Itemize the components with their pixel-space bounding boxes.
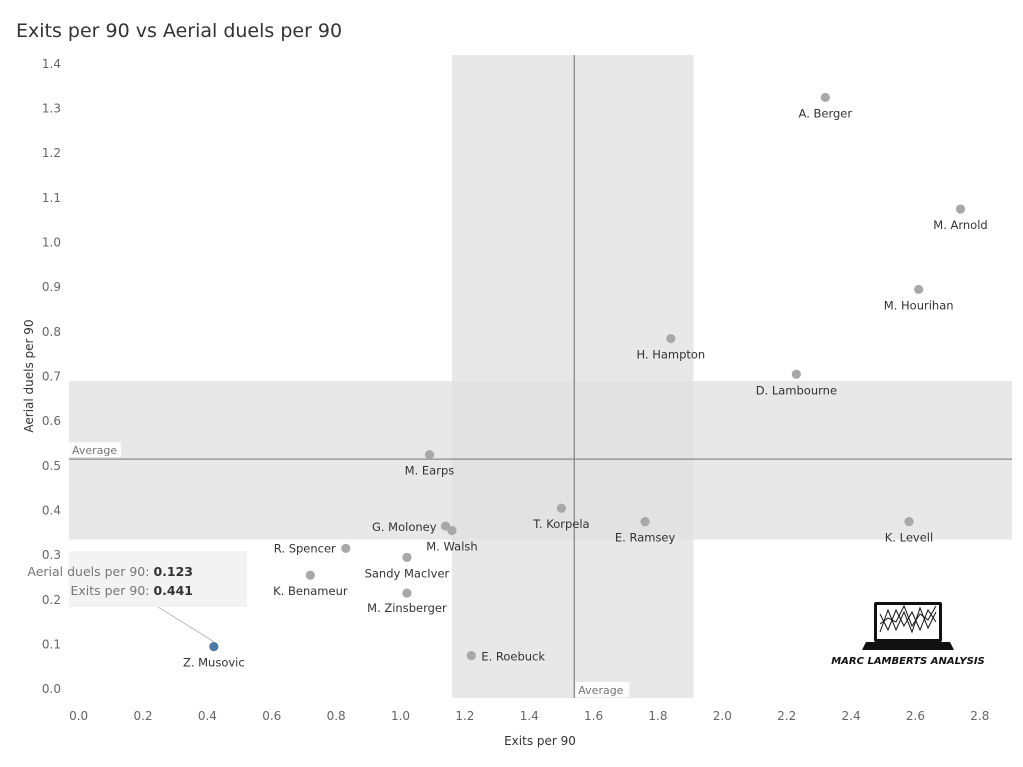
- point-m-zinsberger[interactable]: [402, 588, 412, 598]
- x-tick-label: 1.4: [520, 709, 539, 723]
- y-tick-label: 1.4: [42, 57, 61, 71]
- point-label-m-arnold: M. Arnold: [933, 218, 987, 232]
- point-z-musovic[interactable]: [209, 642, 219, 652]
- point-m-hourihan[interactable]: [914, 284, 924, 295]
- point-label-g-moloney: G. Moloney: [372, 520, 437, 534]
- y-axis-ticks: 0.0 0.1 0.2 0.3 0.4 0.5 0.6 0.7 0.8 0.9 1.0 1.1 1.2 1…: [42, 57, 61, 696]
- x-tick-label: 1.0: [391, 709, 410, 723]
- y-tick-label: 0.4: [42, 503, 61, 517]
- point-label-e-roebuck: E. Roebuck: [481, 650, 545, 664]
- point-label-m-walsh: M. Walsh: [426, 540, 477, 554]
- y-average-band: [69, 380, 1012, 540]
- x-tick-label: 0.0: [69, 709, 88, 723]
- point-label-sandy-maciver: Sandy MacIver: [365, 566, 450, 580]
- point-label-a-berger: A. Berger: [799, 106, 853, 120]
- point-label-d-lambourne: D. Lambourne: [756, 383, 837, 397]
- point-t-korpela[interactable]: [556, 503, 567, 513]
- x-axis-title: Exits per 90: [504, 734, 576, 748]
- marc-lamberts-logo: MARC LAMBERTS ANALYSIS: [831, 602, 985, 667]
- y-tick-label: 0.2: [42, 593, 61, 607]
- average-bands: [69, 55, 1012, 698]
- y-tick-label: 0.1: [42, 637, 61, 651]
- point-e-ramsey[interactable]: [640, 517, 650, 527]
- y-tick-label: 1.1: [42, 191, 61, 205]
- x-axis-ticks: 0.0 0.2 0.4 0.6 0.8 1.0 1.2 1.4 1.6 1.8 2.0 2.2 2.4 2…: [69, 709, 989, 723]
- point-h-hampton[interactable]: [666, 333, 676, 344]
- y-tick-label: 1.3: [42, 102, 61, 116]
- x-tick-label: 0.8: [327, 709, 346, 723]
- x-tick-label: 2.4: [842, 709, 861, 723]
- y-tick-label: 1.0: [42, 236, 61, 250]
- point-k-levell[interactable]: [904, 517, 914, 527]
- y-tick-label: 0.7: [42, 370, 61, 384]
- tooltip-row: Aerial duels per 90: 0.123: [27, 564, 193, 579]
- chart-title: Exits per 90 vs Aerial duels per 90: [16, 20, 343, 42]
- y-tick-label: 0.0: [42, 682, 61, 696]
- y-tick-label: 0.9: [42, 280, 61, 294]
- y-tick-label: 0.5: [42, 459, 61, 473]
- point-label-r-spencer: R. Spencer: [274, 541, 336, 555]
- point-label-k-levell: K. Levell: [885, 531, 933, 545]
- point-label-m-earps: M. Earps: [405, 464, 455, 478]
- x-tick-label: 0.4: [198, 709, 217, 723]
- point-m-walsh[interactable]: [447, 525, 457, 536]
- laptop-base-icon: [862, 642, 954, 650]
- x-average-label: Average: [578, 684, 623, 697]
- y-axis-title: Aerial duels per 90: [22, 319, 36, 432]
- point-m-earps[interactable]: [424, 450, 435, 460]
- point-label-k-benameur: K. Benameur: [273, 584, 348, 598]
- x-tick-label: 2.6: [906, 709, 925, 723]
- data-points: A. Berger M. Arnold M. Hourihan H. Hampton D…: [183, 92, 988, 670]
- point-a-berger[interactable]: [820, 92, 830, 103]
- y-average-label: Average: [72, 444, 117, 457]
- y-tick-label: 0.6: [42, 414, 61, 428]
- point-e-roebuck[interactable]: [466, 650, 476, 661]
- point-sandy-maciver[interactable]: [402, 552, 412, 562]
- point-label-m-zinsberger: M. Zinsberger: [367, 601, 447, 615]
- point-g-moloney[interactable]: [440, 521, 451, 531]
- x-tick-label: 1.8: [648, 709, 667, 723]
- tooltip: Aerial duels per 90: 0.123 Exits per 90: …: [27, 551, 247, 643]
- x-tick-label: 2.0: [713, 709, 732, 723]
- x-tick-label: 0.6: [262, 709, 281, 723]
- tooltip-box: [69, 551, 247, 607]
- y-tick-label: 0.8: [42, 325, 61, 339]
- y-tick-label: 1.2: [42, 146, 61, 160]
- x-tick-label: 2.8: [970, 709, 989, 723]
- point-label-t-korpela: T. Korpela: [532, 517, 589, 531]
- logo-text: MARC LAMBERTS ANALYSIS: [831, 656, 985, 667]
- point-label-z-musovic: Z. Musovic: [183, 656, 245, 670]
- point-label-m-hourihan: M. Hourihan: [884, 298, 954, 312]
- y-tick-label: 0.3: [42, 548, 61, 562]
- x-tick-label: 1.6: [584, 709, 603, 723]
- x-tick-label: 0.2: [133, 709, 152, 723]
- tooltip-row: Exits per 90: 0.441: [70, 583, 193, 598]
- x-tick-label: 1.2: [455, 709, 474, 723]
- point-label-e-ramsey: E. Ramsey: [615, 531, 676, 545]
- point-k-benameur[interactable]: [305, 570, 315, 580]
- point-d-lambourne[interactable]: [791, 369, 801, 379]
- x-tick-label: 2.2: [777, 709, 796, 723]
- point-m-arnold[interactable]: [955, 204, 966, 214]
- x-average-band: [451, 55, 694, 698]
- point-label-h-hampton: H. Hampton: [636, 348, 705, 362]
- point-r-spencer[interactable]: [341, 543, 351, 554]
- average-lines: Average Average: [69, 55, 1012, 698]
